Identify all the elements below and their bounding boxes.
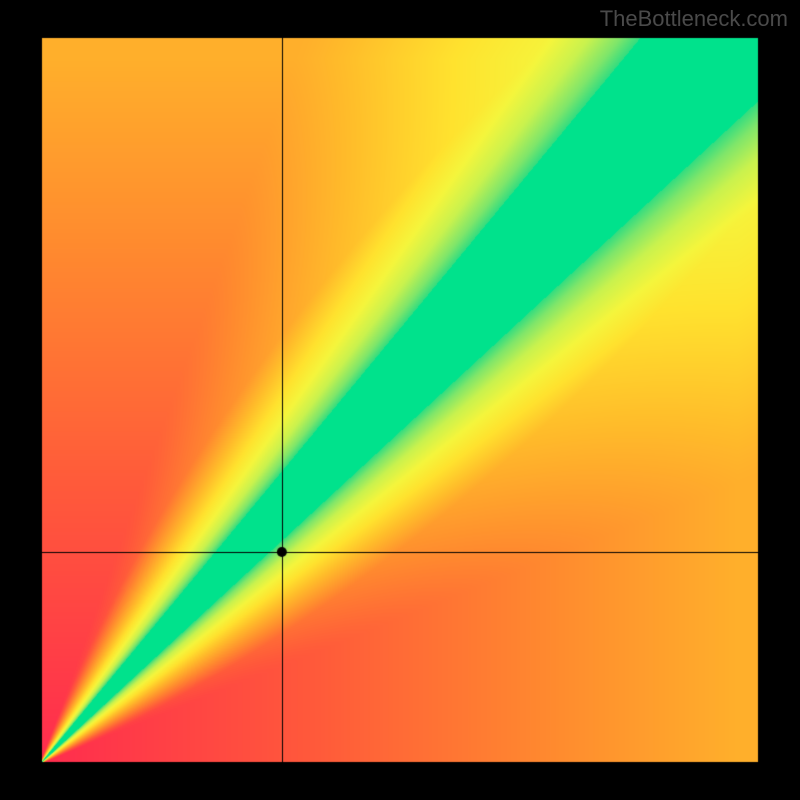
bottleneck-heatmap <box>0 0 800 800</box>
watermark-text: TheBottleneck.com <box>600 6 788 32</box>
chart-stage: TheBottleneck.com <box>0 0 800 800</box>
